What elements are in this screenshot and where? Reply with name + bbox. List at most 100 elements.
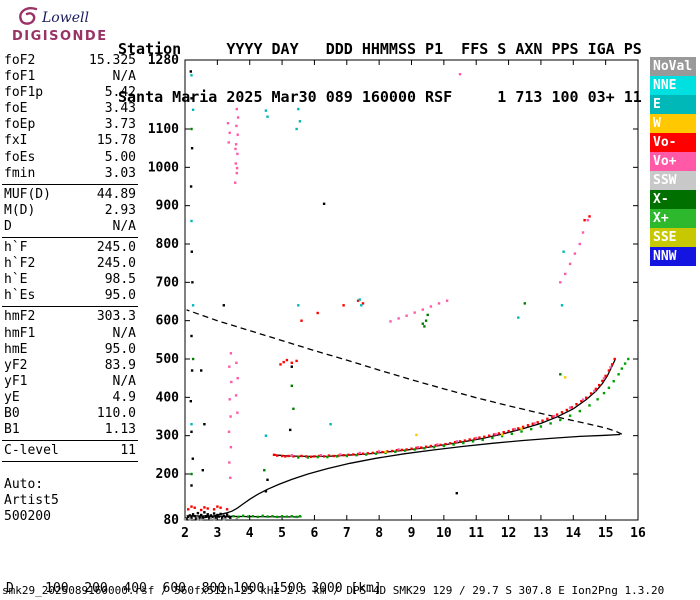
legend-entry-vo: Vo- (650, 133, 696, 152)
logo-product-text: DIGISONDE (12, 29, 108, 44)
logo-brand-text: Lowell (42, 10, 89, 26)
ionogram-plot: 2 3 4 5 6 7 8 9 10 11 12 13 14 15 16 80 200 300 400 500 600 7… (140, 50, 655, 549)
param-value: 4.9 (112, 389, 136, 405)
param-row: MUF(D) 44.89 (2, 187, 142, 203)
x-tick-label: 4 (246, 526, 254, 541)
x-tick-label: 16 (630, 526, 646, 541)
y-tick-label: 1100 (148, 122, 179, 137)
y-tick-label: 700 (156, 275, 180, 290)
param-value: 245.0 (96, 256, 136, 272)
param-row: D N/A (2, 219, 142, 235)
y-tick-label: 600 (156, 314, 180, 329)
y-tick-label: 300 (156, 429, 180, 444)
param-value: 95.0 (104, 341, 136, 357)
param-label: hmF2 (4, 309, 36, 325)
param-row: yE 4.9 (2, 390, 142, 406)
echo-series-multi-hop-red (279, 215, 591, 366)
color-legend: NoVal NNE E W Vo- Vo+ SSW X- X+ SSE NNW (650, 57, 696, 266)
param-label: 500200 (4, 509, 51, 525)
echo-series-F-X-echo (297, 357, 630, 459)
profile-topside-dashed (186, 309, 623, 435)
echo-series-rfi-yellow (384, 376, 567, 453)
scaled-parameters-panel: foF2 15.325 foF1 N/A foF1p 5.42 foE 3.43 foEp 3.7… (2, 53, 142, 526)
echo-series-F-O-echo-pink (290, 366, 612, 457)
echo-series-multi-hop-pink (389, 219, 589, 323)
param-label: yE (4, 389, 20, 405)
echo-series-rfi-pink (226, 73, 462, 479)
echo-series-e-region-red (187, 505, 229, 512)
param-label: h`Es (4, 288, 36, 304)
param-row: Artist5 (2, 493, 142, 509)
param-separator (2, 237, 138, 239)
x-tick-label: 9 (408, 526, 416, 541)
param-value: 98.5 (104, 272, 136, 288)
echo-series-e-region-black (185, 511, 232, 520)
plot-frame (184, 59, 639, 521)
param-value: 3.73 (104, 117, 136, 133)
param-value: N/A (112, 69, 136, 85)
param-value: 15.78 (96, 133, 136, 149)
param-row: h`F 245.0 (2, 240, 142, 256)
x-tick-label: 10 (436, 526, 452, 541)
param-label: hmE (4, 341, 28, 357)
legend-entry-w: W (650, 114, 696, 133)
echo-series-rfi-black (189, 70, 458, 495)
param-row: hmF2 303.3 (2, 309, 142, 325)
legend-entry-noval: NoVal (650, 57, 696, 76)
param-value: 1.13 (104, 422, 136, 438)
param-value: 3.43 (104, 101, 136, 117)
param-row: h`F2 245.0 (2, 256, 142, 272)
echo-series-F-O-echo (272, 357, 616, 458)
param-value: 303.3 (96, 309, 136, 325)
x-tick-label: 13 (533, 526, 549, 541)
param-label: hmF1 (4, 325, 36, 341)
legend-entry-x: X- (650, 190, 696, 209)
param-value: 5.00 (104, 149, 136, 165)
legend-entry-nne: NNE (650, 76, 696, 95)
param-row: hmE 95.0 (2, 342, 142, 358)
param-value: 15.325 (89, 53, 136, 68)
y-tick-label: 900 (156, 199, 180, 214)
param-label: C-level (4, 443, 59, 459)
legend-entry-x: X+ (650, 209, 696, 228)
param-row: B0 110.0 (2, 406, 142, 422)
param-value: 3.03 (104, 165, 136, 181)
y-tick-label: 800 (156, 237, 180, 252)
x-tick-label: 6 (311, 526, 319, 541)
legend-entry-vo: Vo+ (650, 152, 696, 171)
param-label: foF1 (4, 69, 36, 85)
param-label: Artist5 (4, 493, 59, 509)
param-label: foEs (4, 149, 36, 165)
param-row: fxI 15.78 (2, 133, 142, 149)
param-value: 83.9 (104, 357, 136, 373)
legend-entry-e: E (650, 95, 696, 114)
param-label: h`E (4, 272, 28, 288)
x-tick-label: 7 (343, 526, 351, 541)
param-row: hmF1 N/A (2, 326, 142, 342)
param-row: foF1 N/A (2, 69, 142, 85)
param-value: 5.42 (104, 85, 136, 101)
param-value: 110.0 (96, 405, 136, 421)
param-separator (2, 440, 138, 442)
param-value: N/A (112, 325, 136, 341)
echo-series-rfi-green (190, 127, 562, 476)
lowell-digisonde-logo: Lowell DIGISONDE (6, 2, 118, 50)
x-tick-label: 3 (213, 526, 221, 541)
param-label: foF2 (4, 53, 36, 68)
param-row: foEs 5.00 (2, 150, 142, 166)
f-trace-line (273, 358, 616, 458)
x-tick-label: 15 (598, 526, 614, 541)
param-separator (2, 306, 138, 308)
ionogram-svg: 2 3 4 5 6 7 8 9 10 11 12 13 14 15 16 80 200 300 400 500 600 7… (148, 53, 646, 541)
d-muf-table: D 100 200 400 600 800 1000 1500 3000 [km… (6, 551, 397, 600)
x-tick-label: 12 (501, 526, 517, 541)
legend-entry-ssw: SSW (650, 171, 696, 190)
profile-bottomside (194, 433, 621, 520)
param-separator (2, 183, 138, 185)
param-value: N/A (112, 218, 136, 234)
param-label: yF2 (4, 357, 28, 373)
header-line-2: Santa Maria 2025 Mar30 089 160000 RSF 1 … (118, 88, 642, 106)
legend-entry-nnw: NNW (650, 247, 696, 266)
x-tick-label: 5 (278, 526, 286, 541)
y-tick-label: 200 (156, 467, 180, 482)
